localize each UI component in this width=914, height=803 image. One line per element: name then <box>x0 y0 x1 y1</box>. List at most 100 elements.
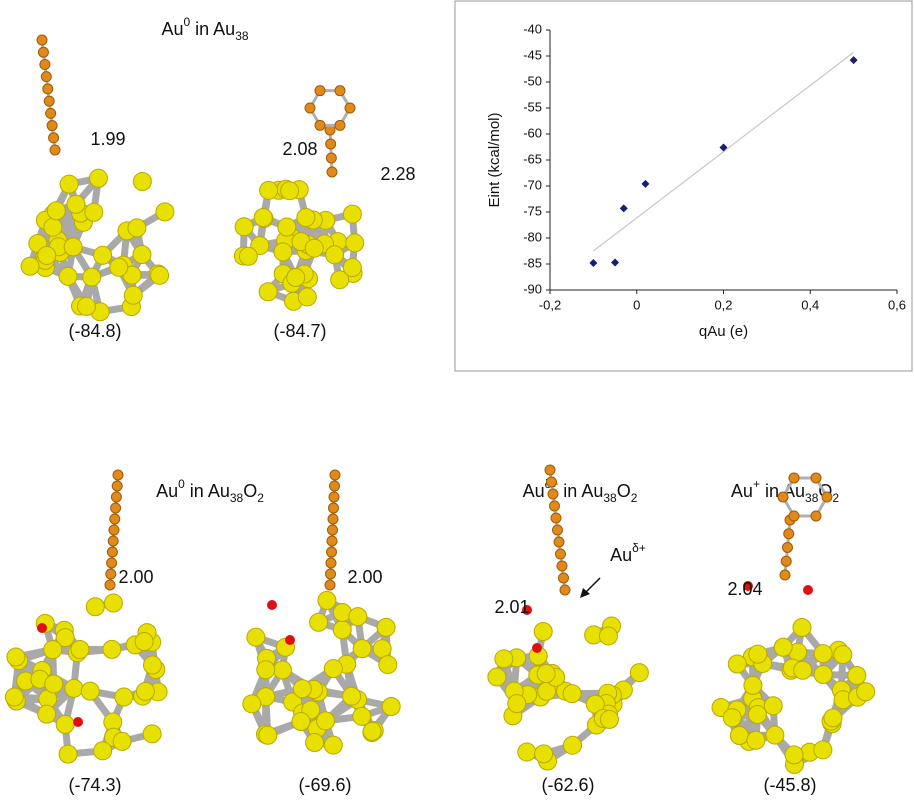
text-part: 2 <box>257 491 264 505</box>
gold-atom <box>814 666 832 684</box>
gold-atom <box>115 688 133 706</box>
gold-atom <box>60 175 78 193</box>
gold-atom <box>59 745 77 763</box>
gold-atom <box>848 666 866 684</box>
carbon-atom <box>315 86 325 96</box>
text-part: Au <box>161 19 183 39</box>
gold-atom <box>47 202 65 220</box>
x-tick-label: -0,2 <box>539 297 561 312</box>
carbon-atom <box>37 35 47 45</box>
gold-atom <box>103 640 121 658</box>
annotation-arrow <box>585 578 600 593</box>
oxygen-atom <box>532 643 542 653</box>
gold-atom <box>259 283 277 301</box>
gold-atom <box>766 726 784 744</box>
oxygen-atom <box>267 600 277 610</box>
gold-atom <box>44 641 62 659</box>
gold-atom <box>113 732 131 750</box>
carbon-atom <box>328 525 338 535</box>
carbon-atom <box>335 120 345 130</box>
gold-atom <box>748 705 766 723</box>
gold-atom <box>45 675 63 693</box>
carbon-atom <box>556 549 566 559</box>
carbon-atom <box>330 481 340 491</box>
carbon-atom <box>46 108 56 118</box>
carbon-atom <box>41 72 51 82</box>
carbon-atom <box>105 580 115 590</box>
gold-atom <box>86 598 104 616</box>
gold-atom <box>495 650 513 668</box>
gold-atom <box>488 668 506 686</box>
carbon-atom <box>780 570 790 580</box>
gold-atom <box>814 741 832 759</box>
carbon-atom <box>554 537 564 547</box>
y-tick-label: -50 <box>523 73 542 88</box>
gold-atom <box>297 208 315 226</box>
carbon-atom <box>109 525 119 535</box>
carbon-atom <box>329 503 339 513</box>
gold-atom <box>292 712 310 730</box>
gold-atom <box>94 742 112 760</box>
carbon-atom <box>781 556 791 566</box>
carbon-atom <box>325 580 335 590</box>
gold-atom <box>306 733 324 751</box>
gold-atom <box>730 726 748 744</box>
energy-label: (-45.8) <box>763 775 816 795</box>
text-part: + <box>753 477 760 491</box>
gold-atom <box>326 246 344 264</box>
gold-atom <box>318 591 336 609</box>
gold-atom <box>346 234 364 252</box>
carbon-atom <box>557 561 567 571</box>
gold-atom <box>259 726 277 744</box>
carbon-atom <box>326 153 336 163</box>
carbon-atom <box>112 481 122 491</box>
carbon-atom <box>43 84 53 94</box>
carbon-atom <box>553 525 563 535</box>
ring <box>310 91 350 126</box>
carbon-atom <box>50 145 60 155</box>
gold-atom <box>5 688 23 706</box>
x-tick-label: 0 <box>633 297 640 312</box>
y-tick-label: -90 <box>523 281 542 296</box>
gold-atom <box>281 182 299 200</box>
gold-atom <box>749 645 767 663</box>
gold-atom <box>857 683 875 701</box>
gold-atom <box>77 297 95 315</box>
carbon-atom <box>560 585 570 595</box>
bond-length: 2.00 <box>118 567 153 587</box>
gold-atom <box>723 709 741 727</box>
y-tick-label: -65 <box>523 151 542 166</box>
carbon-atom <box>107 547 117 557</box>
text-part: 38 <box>805 491 819 505</box>
gold-atom <box>353 707 371 725</box>
energy-label: (-74.3) <box>68 775 121 795</box>
gold-atom <box>85 203 103 221</box>
gold-atom <box>151 266 169 284</box>
gold-atom <box>728 655 746 673</box>
carbon-atom <box>335 86 345 96</box>
gold-atom <box>38 246 56 264</box>
carbon-atom <box>545 465 555 475</box>
energy-label: (-84.8) <box>68 321 121 341</box>
gold-atom <box>343 259 361 277</box>
gold-atom <box>324 660 342 678</box>
gold-atom <box>630 664 648 682</box>
y-tick-label: -55 <box>523 99 542 114</box>
gold-atom <box>59 267 77 285</box>
text-part: in Au <box>190 19 235 39</box>
text-part: 38 <box>230 491 244 505</box>
carbon-atom <box>778 492 788 502</box>
gold-atom <box>814 645 832 663</box>
y-axis-title: Eint (kcal/mol) <box>486 112 503 207</box>
gold-atom <box>379 656 397 674</box>
oxygen-atom <box>73 717 83 727</box>
carbon-atom <box>305 103 315 113</box>
gold-atom <box>824 709 842 727</box>
gold-atom <box>65 679 83 697</box>
panel-title: Au0 in Au38 <box>161 15 248 43</box>
carbon-atom <box>111 492 121 502</box>
carbon-atom <box>345 103 355 113</box>
gold-atom <box>254 208 272 226</box>
energy-label: (-69.6) <box>298 775 351 795</box>
gold-atom <box>353 640 371 658</box>
